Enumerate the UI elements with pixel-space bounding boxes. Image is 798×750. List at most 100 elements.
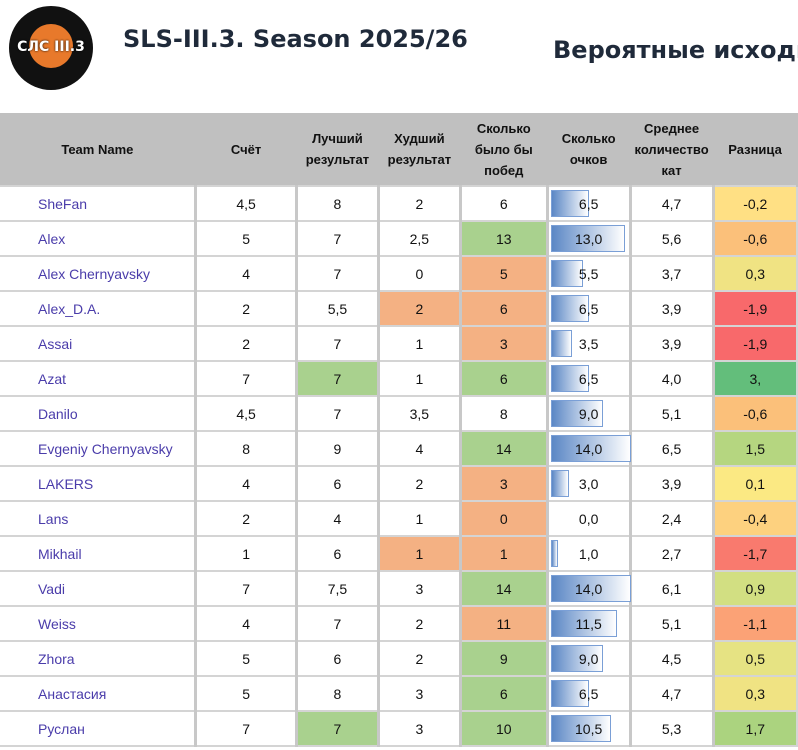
diff-cell[interactable]: -0,4	[711, 500, 798, 537]
worst-cell[interactable]: 3	[376, 570, 462, 607]
avg-cell[interactable]: 4,5	[628, 640, 715, 677]
team-name-cell[interactable]: Azat	[0, 360, 197, 397]
points-cell[interactable]: 11,5	[545, 605, 632, 642]
header-diff[interactable]: Разница	[713, 113, 798, 186]
best-cell[interactable]: 7,5	[294, 570, 380, 607]
score-cell[interactable]: 2	[194, 500, 298, 537]
points-cell[interactable]: 14,0	[545, 430, 632, 467]
team-name-cell[interactable]: SheFan	[0, 185, 197, 222]
avg-cell[interactable]: 3,7	[628, 255, 715, 292]
best-cell[interactable]: 7	[294, 220, 380, 257]
best-cell[interactable]: 7	[294, 395, 380, 432]
avg-cell[interactable]: 4,7	[628, 185, 715, 222]
best-cell[interactable]: 7	[294, 325, 380, 362]
header-points[interactable]: Сколько очков	[547, 113, 632, 186]
diff-cell[interactable]: -1,9	[711, 290, 798, 327]
team-name-cell[interactable]: LAKERS	[0, 465, 197, 502]
worst-cell[interactable]: 2	[376, 185, 462, 222]
best-cell[interactable]: 8	[294, 185, 380, 222]
avg-cell[interactable]: 5,1	[628, 395, 715, 432]
team-name-cell[interactable]: Lans	[0, 500, 197, 537]
score-cell[interactable]: 1	[194, 535, 298, 572]
wins-cell[interactable]: 3	[458, 325, 549, 362]
avg-cell[interactable]: 2,4	[628, 500, 715, 537]
wins-cell[interactable]: 0	[458, 500, 549, 537]
diff-cell[interactable]: 0,9	[711, 570, 798, 607]
points-cell[interactable]: 14,0	[545, 570, 632, 607]
best-cell[interactable]: 5,5	[294, 290, 380, 327]
points-cell[interactable]: 9,0	[545, 640, 632, 677]
team-name-cell[interactable]: Анастасия	[0, 675, 197, 712]
best-cell[interactable]: 7	[294, 360, 380, 397]
best-cell[interactable]: 6	[294, 640, 380, 677]
team-name-cell[interactable]: Руслан	[0, 710, 197, 747]
score-cell[interactable]: 2	[194, 290, 298, 327]
avg-cell[interactable]: 3,9	[628, 325, 715, 362]
avg-cell[interactable]: 4,7	[628, 675, 715, 712]
diff-cell[interactable]: -1,9	[711, 325, 798, 362]
header-team-name[interactable]: Team Name	[0, 113, 197, 186]
worst-cell[interactable]: 2	[376, 290, 462, 327]
score-cell[interactable]: 5	[194, 640, 298, 677]
diff-cell[interactable]: -0,6	[711, 220, 798, 257]
wins-cell[interactable]: 10	[458, 710, 549, 747]
score-cell[interactable]: 8	[194, 430, 298, 467]
wins-cell[interactable]: 6	[458, 185, 549, 222]
worst-cell[interactable]: 3	[376, 710, 462, 747]
diff-cell[interactable]: 0,1	[711, 465, 798, 502]
diff-cell[interactable]: 1,5	[711, 430, 798, 467]
score-cell[interactable]: 2	[194, 325, 298, 362]
header-wins[interactable]: Сколько было бы побед	[460, 113, 549, 186]
team-name-cell[interactable]: Danilo	[0, 395, 197, 432]
points-cell[interactable]: 5,5	[545, 255, 632, 292]
points-cell[interactable]: 13,0	[545, 220, 632, 257]
diff-cell[interactable]: -1,1	[711, 605, 798, 642]
header-avg[interactable]: Среднее количество кат	[630, 113, 715, 186]
avg-cell[interactable]: 6,5	[628, 430, 715, 467]
header-worst[interactable]: Худший результат	[378, 113, 462, 186]
diff-cell[interactable]: -0,2	[711, 185, 798, 222]
diff-cell[interactable]: -0,6	[711, 395, 798, 432]
avg-cell[interactable]: 5,6	[628, 220, 715, 257]
diff-cell[interactable]: 0,3	[711, 255, 798, 292]
worst-cell[interactable]: 2	[376, 640, 462, 677]
wins-cell[interactable]: 13	[458, 220, 549, 257]
best-cell[interactable]: 7	[294, 605, 380, 642]
worst-cell[interactable]: 1	[376, 535, 462, 572]
worst-cell[interactable]: 0	[376, 255, 462, 292]
wins-cell[interactable]: 14	[458, 570, 549, 607]
worst-cell[interactable]: 2,5	[376, 220, 462, 257]
points-cell[interactable]: 6,5	[545, 360, 632, 397]
points-cell[interactable]: 10,5	[545, 710, 632, 747]
diff-cell[interactable]: 0,5	[711, 640, 798, 677]
score-cell[interactable]: 4,5	[194, 395, 298, 432]
score-cell[interactable]: 4,5	[194, 185, 298, 222]
score-cell[interactable]: 5	[194, 220, 298, 257]
worst-cell[interactable]: 1	[376, 325, 462, 362]
best-cell[interactable]: 6	[294, 465, 380, 502]
points-cell[interactable]: 6,5	[545, 290, 632, 327]
wins-cell[interactable]: 9	[458, 640, 549, 677]
worst-cell[interactable]: 1	[376, 500, 462, 537]
points-cell[interactable]: 3,0	[545, 465, 632, 502]
score-cell[interactable]: 4	[194, 465, 298, 502]
team-name-cell[interactable]: Weiss	[0, 605, 197, 642]
diff-cell[interactable]: 1,7	[711, 710, 798, 747]
worst-cell[interactable]: 2	[376, 605, 462, 642]
avg-cell[interactable]: 6,1	[628, 570, 715, 607]
wins-cell[interactable]: 1	[458, 535, 549, 572]
team-name-cell[interactable]: Mikhail	[0, 535, 197, 572]
worst-cell[interactable]: 3	[376, 675, 462, 712]
team-name-cell[interactable]: Assai	[0, 325, 197, 362]
wins-cell[interactable]: 5	[458, 255, 549, 292]
best-cell[interactable]: 9	[294, 430, 380, 467]
best-cell[interactable]: 7	[294, 710, 380, 747]
avg-cell[interactable]: 3,9	[628, 290, 715, 327]
wins-cell[interactable]: 6	[458, 675, 549, 712]
wins-cell[interactable]: 11	[458, 605, 549, 642]
score-cell[interactable]: 5	[194, 675, 298, 712]
header-best[interactable]: Лучший результат	[296, 113, 380, 186]
team-name-cell[interactable]: Alex_D.A.	[0, 290, 197, 327]
header-score[interactable]: Счёт	[195, 113, 298, 186]
score-cell[interactable]: 4	[194, 605, 298, 642]
